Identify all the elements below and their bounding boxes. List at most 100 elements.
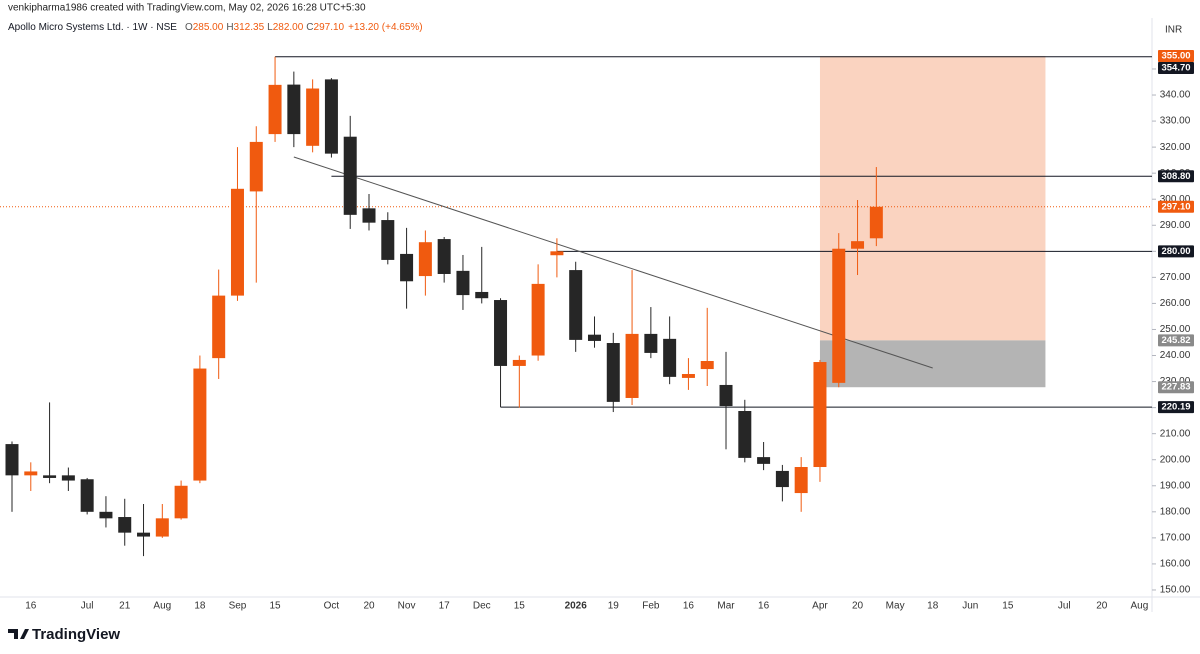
legend-value: 297.10 — [314, 22, 345, 33]
candle-body — [400, 253, 414, 282]
price-label-box — [1158, 334, 1194, 347]
profit-zone — [819, 55, 1046, 341]
x-tick-label: Apr — [812, 601, 828, 612]
y-tick-label: 270.00 — [1160, 272, 1191, 283]
x-tick-label: 20 — [363, 601, 375, 612]
legend-key: C — [306, 22, 313, 33]
price-label-box — [1158, 381, 1194, 394]
candle-body — [606, 343, 620, 402]
logo-text: TradingView — [32, 626, 120, 643]
candle-body — [512, 359, 526, 366]
candle-body — [324, 79, 338, 154]
y-tick-label: 260.00 — [1160, 298, 1191, 309]
price-label-box — [1158, 401, 1194, 414]
price-label: 355.00 — [1161, 50, 1190, 61]
candle-body — [137, 532, 151, 537]
candle-body — [456, 270, 470, 296]
price-label: 245.82 — [1161, 335, 1190, 346]
x-tick-label: Sep — [229, 601, 247, 612]
legend-value: 285.00 — [193, 22, 224, 33]
candle-body — [569, 270, 583, 340]
y-tick-label: 150.00 — [1160, 585, 1191, 596]
candle-body — [550, 251, 564, 256]
candle-body — [738, 411, 752, 458]
candle-body — [587, 334, 601, 341]
x-tick-label: 15 — [269, 601, 281, 612]
y-tick-label: 320.00 — [1160, 142, 1191, 153]
y-tick-label: 300.00 — [1160, 194, 1191, 205]
y-tick-label: 210.00 — [1160, 428, 1191, 439]
candle-body — [494, 300, 508, 366]
x-tick-label: 16 — [758, 601, 770, 612]
y-tick-label: 290.00 — [1160, 220, 1191, 231]
x-tick-label: 15 — [514, 601, 526, 612]
candle-body — [625, 333, 639, 398]
price-label: 220.19 — [1161, 402, 1190, 413]
price-label-box — [1158, 61, 1194, 74]
x-tick-label: Mar — [717, 601, 735, 612]
price-label-box — [1158, 200, 1194, 213]
candle-body — [212, 295, 226, 359]
candle-body — [681, 374, 695, 378]
candle-body — [80, 479, 94, 512]
candle-body — [418, 242, 432, 277]
x-tick-label: Jul — [81, 601, 94, 612]
x-tick-label: 2026 — [565, 601, 588, 612]
price-label: 280.00 — [1161, 246, 1190, 257]
x-tick-label: 17 — [439, 601, 451, 612]
y-tick-label: 200.00 — [1160, 454, 1191, 465]
candle-body — [306, 88, 320, 146]
candle-body — [381, 220, 395, 260]
candle-body — [230, 188, 244, 296]
candle-body — [794, 467, 808, 494]
x-tick-label: Dec — [473, 601, 491, 612]
candle-body — [663, 338, 677, 377]
candle-body — [61, 475, 75, 481]
y-tick-label: 190.00 — [1160, 480, 1191, 491]
x-tick-label: 16 — [25, 601, 37, 612]
legend-title: Apollo Micro Systems Ltd. · 1W · NSE — [8, 22, 177, 33]
candle-body — [343, 136, 357, 215]
legend-key: O — [185, 22, 193, 33]
candle-body — [268, 84, 282, 135]
candle-body — [287, 84, 301, 135]
candle-body — [700, 360, 714, 370]
x-tick-label: 16 — [683, 601, 695, 612]
candle-body — [43, 475, 57, 478]
x-tick-label: May — [886, 601, 905, 612]
y-tick-label: 250.00 — [1160, 324, 1191, 335]
candle-body — [719, 384, 733, 407]
x-tick-label: 19 — [608, 601, 620, 612]
candle-body — [24, 471, 38, 476]
candle-body — [174, 485, 188, 519]
x-tick-label: 18 — [927, 601, 939, 612]
price-label-box — [1158, 49, 1194, 62]
y-tick-label: 240.00 — [1160, 350, 1191, 361]
currency: INR — [1165, 25, 1182, 36]
x-tick-label: Feb — [642, 601, 660, 612]
price-label: 354.70 — [1161, 62, 1190, 73]
logo: TradingView — [8, 626, 120, 643]
candle-body — [118, 517, 132, 533]
y-tick-label: 340.00 — [1160, 90, 1191, 101]
candle-body — [362, 208, 376, 223]
candle-body — [869, 206, 883, 239]
candle-body — [193, 368, 207, 481]
credit: venkipharma1986 created with TradingView… — [8, 3, 366, 14]
legend: Apollo Micro Systems Ltd. · 1W · NSE O285… — [8, 22, 423, 33]
candle-body — [155, 518, 169, 537]
x-tick-label: 21 — [119, 601, 131, 612]
legend-value: 312.35 — [234, 22, 265, 33]
price-label-box — [1158, 245, 1194, 258]
x-tick-label: 18 — [194, 601, 206, 612]
candle-body — [644, 333, 658, 353]
loss-zone — [819, 340, 1046, 388]
candle-body — [249, 141, 263, 192]
price-label: 308.80 — [1161, 171, 1190, 182]
legend-key: H — [226, 22, 233, 33]
y-tick-label: 170.00 — [1160, 533, 1191, 544]
candle-body — [99, 511, 113, 519]
candle-body — [775, 470, 789, 488]
x-tick-label: 15 — [1002, 601, 1014, 612]
